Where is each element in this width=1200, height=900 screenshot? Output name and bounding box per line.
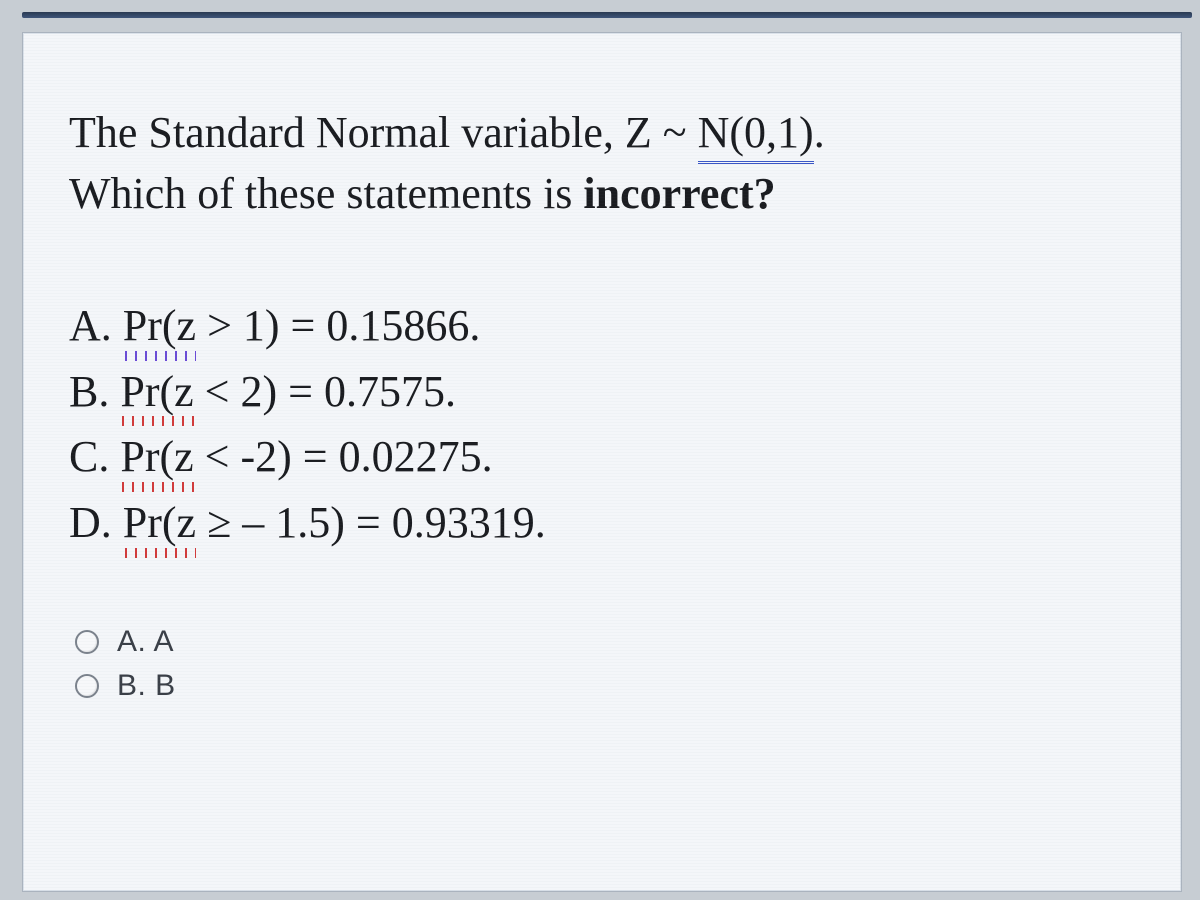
statement-rest: > 1) = 0.15866. bbox=[196, 301, 480, 350]
question-page: The Standard Normal variable, Z ~ N(0,1)… bbox=[22, 32, 1182, 892]
squiggle-text: Pr(z bbox=[123, 294, 196, 358]
radio-icon[interactable] bbox=[75, 630, 99, 654]
answer-label: B. B bbox=[117, 669, 176, 703]
question-stem: The Standard Normal variable, Z ~ N(0,1)… bbox=[69, 103, 1135, 224]
stem-bold-word: incorrect? bbox=[583, 169, 775, 218]
squiggle-text: Pr(z bbox=[123, 491, 196, 555]
statement-a: A. Pr(z > 1) = 0.15866. bbox=[69, 294, 1135, 358]
statement-rest: < 2) = 0.7575. bbox=[194, 367, 456, 416]
question-line-1: The Standard Normal variable, Z ~ N(0,1)… bbox=[69, 103, 1135, 164]
statement-letter: A. bbox=[69, 301, 112, 350]
statement-rest: < -2) = 0.02275. bbox=[194, 432, 493, 481]
window-top-divider bbox=[22, 12, 1192, 18]
answer-option-a[interactable]: A. A bbox=[75, 625, 1129, 659]
statement-letter: B. bbox=[69, 367, 109, 416]
statement-list: A. Pr(z > 1) = 0.15866. B. Pr(z < 2) = 0… bbox=[69, 294, 1135, 555]
stem-text-1b: . bbox=[814, 108, 825, 157]
squiggle-text: Pr(z bbox=[120, 425, 193, 489]
statement-b: B. Pr(z < 2) = 0.7575. bbox=[69, 360, 1135, 424]
radio-icon[interactable] bbox=[75, 674, 99, 698]
answer-label: A. A bbox=[117, 625, 174, 659]
statement-letter: D. bbox=[69, 498, 112, 547]
answer-option-b[interactable]: B. B bbox=[75, 669, 1129, 703]
stem-text-1: The Standard Normal variable, Z ~ bbox=[69, 108, 698, 157]
statement-letter: C. bbox=[69, 432, 109, 481]
statement-c: C. Pr(z < -2) = 0.02275. bbox=[69, 425, 1135, 489]
stem-text-2: Which of these statements is bbox=[69, 169, 583, 218]
squiggle-text: Pr(z bbox=[120, 360, 193, 424]
statement-rest: ≥ – 1.5) = 0.93319. bbox=[196, 498, 546, 547]
statement-d: D. Pr(z ≥ – 1.5) = 0.93319. bbox=[69, 491, 1135, 555]
screenshot-outer: The Standard Normal variable, Z ~ N(0,1)… bbox=[0, 0, 1200, 900]
n01-underlined: N(0,1) bbox=[698, 103, 814, 164]
question-line-2: Which of these statements is incorrect? bbox=[69, 164, 1135, 223]
answer-options: A. A B. B bbox=[69, 625, 1135, 703]
